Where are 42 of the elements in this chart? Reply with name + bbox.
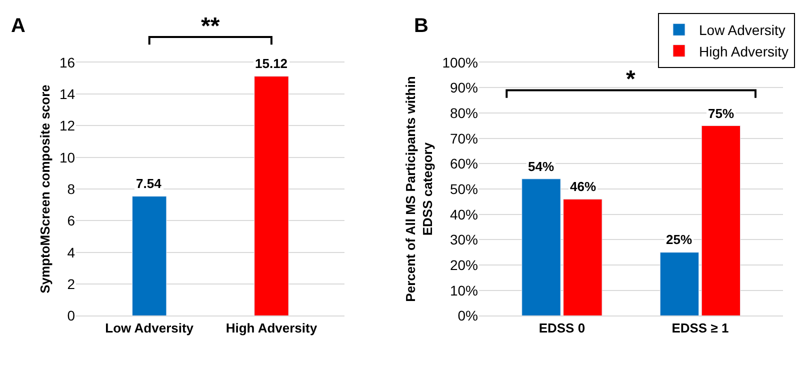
y-tick-label: 6 (67, 212, 76, 229)
y-tick-label: 80% (450, 104, 478, 121)
legend-label: High Adversity (699, 43, 788, 60)
bar (522, 178, 561, 316)
y-axis-title: Percent of All MS Participants within EDSS category (403, 76, 436, 302)
data-label: 7.54 (136, 176, 162, 191)
data-label: 46% (570, 179, 596, 194)
data-label: 54% (528, 159, 554, 174)
chart-title: B (414, 15, 428, 37)
y-tick-label: 2 (67, 276, 76, 292)
y-tick-label: 0 (67, 308, 76, 324)
y-tick-label: 50% (450, 180, 478, 197)
x-tick-label: High Adversity (226, 320, 318, 336)
bar (701, 125, 741, 316)
y-tick-label: 40% (450, 206, 478, 222)
y-tick-label: 10% (450, 282, 478, 298)
y-tick-label: 70% (450, 130, 478, 146)
y-axis-title: SymptoMScreen composite score (37, 84, 52, 294)
x-tick-label: Low Adversity (105, 320, 194, 336)
annotation: * (626, 66, 636, 93)
y-tick-label: 0% (458, 308, 478, 324)
x-tick-label: EDSS 0 (538, 320, 586, 336)
y-tick-label: 8 (67, 180, 76, 197)
y-tick-label: 30% (450, 232, 478, 248)
y-tick-label: 100% (442, 54, 478, 70)
chart-title: A (11, 15, 26, 37)
y-tick-label: 60% (450, 156, 478, 172)
bar (660, 252, 700, 316)
y-tick-label: 90% (450, 80, 478, 96)
text: ** (201, 13, 220, 40)
legend-label: Low Adversity (699, 22, 786, 38)
y-tick-label: 10 (60, 149, 76, 166)
y-tick-label: 12 (60, 118, 76, 134)
y-tick-label: 16 (60, 54, 76, 70)
bar (563, 198, 602, 316)
data-label: 75% (708, 106, 734, 121)
y-tick-label: 14 (60, 86, 76, 102)
x-tick-label: EDSS ≥ 1 (672, 320, 729, 336)
y-tick-label: 20% (450, 256, 478, 273)
y-tick-label: 4 (67, 244, 76, 260)
data-label: 25% (666, 232, 692, 247)
data-label: 15.12 (255, 56, 288, 71)
